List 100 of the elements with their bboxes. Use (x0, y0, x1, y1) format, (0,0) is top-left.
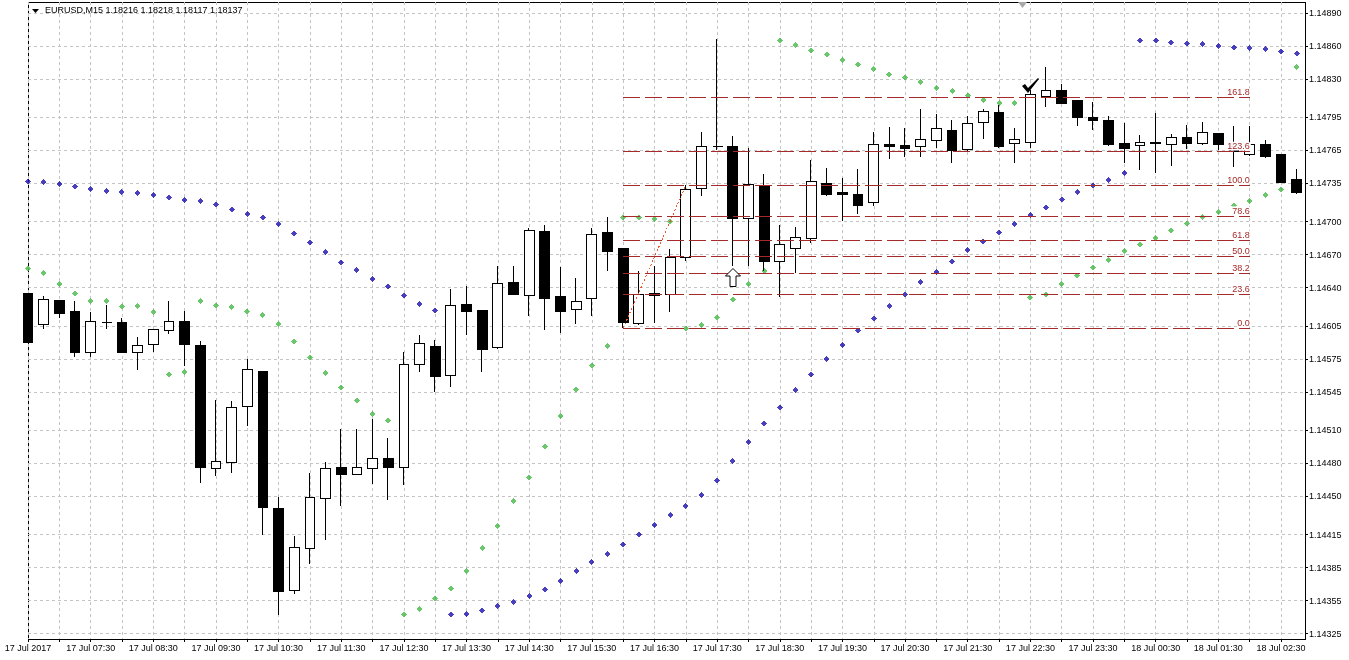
x-tick-label: 17 Jul 18:30 (755, 642, 805, 653)
series-label: 161.8 (1227, 87, 1250, 98)
candlestick (399, 351, 409, 486)
candlestick (524, 227, 535, 317)
candlestick (837, 177, 848, 222)
y-tick-label: 1.14890 (1309, 7, 1342, 18)
candlestick (1150, 112, 1161, 174)
series-label: 23.6 (1232, 283, 1250, 294)
y-tick-label: 1.14670 (1309, 249, 1342, 260)
candlestick (571, 277, 582, 325)
candlestick (367, 418, 378, 485)
x-tick-label: 18 Jul 00:30 (1131, 642, 1181, 653)
candlestick (1009, 127, 1020, 164)
candlestick (320, 461, 331, 541)
x-tick-label: 17 Jul 23:30 (1068, 642, 1118, 653)
candlestick (430, 339, 441, 393)
candlestick (900, 127, 910, 158)
candlestick (305, 472, 315, 565)
candlestick (1197, 121, 1208, 146)
candlestick (1182, 124, 1192, 150)
candlestick (947, 119, 957, 164)
series-label: 38.2 (1232, 262, 1250, 273)
candlestick (289, 535, 300, 595)
candlestick (1041, 66, 1051, 108)
y-tick-label: 1.14765 (1309, 145, 1342, 156)
candlestick (117, 317, 127, 353)
candlestick (790, 226, 801, 274)
x-tick-label: 17 Jul 13:30 (442, 642, 492, 653)
y-tick-label: 1.14605 (1309, 320, 1342, 331)
y-tick-label: 1.14860 (1309, 40, 1342, 51)
candlestick (211, 399, 221, 477)
x-tick-label: 17 Jul 19:30 (817, 642, 867, 653)
y-tick-label: 1.14735 (1309, 178, 1342, 189)
candlestick (54, 300, 65, 319)
x-tick-label: 18 Jul 01:30 (1193, 642, 1243, 653)
candlestick (586, 227, 597, 317)
candlestick (226, 400, 237, 474)
y-tick-label: 1.14450 (1309, 491, 1342, 502)
candlestick (1166, 133, 1177, 167)
y-tick-label: 1.14830 (1309, 73, 1342, 84)
y-tick-label: 1.14325 (1309, 628, 1342, 639)
candlestick (477, 310, 488, 373)
candlestick (1213, 133, 1224, 151)
candlestick (445, 288, 456, 388)
candlestick (539, 224, 550, 331)
x-tick-label: 17 Jul 2017 (4, 642, 52, 653)
x-tick-label: 17 Jul 12:30 (379, 642, 429, 653)
candlestick (242, 358, 253, 427)
candlestick (336, 428, 347, 507)
candlestick (743, 147, 754, 267)
candlestick (555, 266, 566, 334)
candlestick (1276, 153, 1286, 183)
candlestick (1072, 100, 1083, 127)
y-tick-label: 1.14795 (1309, 112, 1342, 123)
y-tick-label: 1.14355 (1309, 595, 1342, 606)
candlestick (680, 184, 691, 262)
x-tick-label: 17 Jul 14:30 (504, 642, 554, 653)
x-tick-label: 18 Jul 02:30 (1256, 642, 1306, 653)
series-label: 100.0 (1227, 174, 1250, 185)
candlestick (774, 224, 785, 298)
candlestick (665, 248, 676, 313)
x-tick-label: 17 Jul 08:30 (128, 642, 178, 653)
series-label: 61.8 (1232, 229, 1250, 240)
series-label: 0.0 (1237, 317, 1250, 328)
candlestick (164, 300, 174, 335)
y-tick-label: 1.14545 (1309, 386, 1342, 397)
x-tick-label: 17 Jul 09:30 (191, 642, 241, 653)
candlestick (1135, 134, 1145, 171)
candlestick (759, 173, 770, 272)
candlestick (915, 108, 926, 158)
candlestick (85, 311, 96, 358)
candlestick (258, 370, 268, 536)
candlestick (712, 38, 723, 151)
candlestick (179, 310, 190, 367)
x-tick-label: 17 Jul 17:30 (692, 642, 742, 653)
candlestick (1119, 122, 1130, 164)
candlestick (962, 115, 973, 152)
candlestick (195, 340, 206, 484)
candlestick (853, 168, 863, 215)
y-tick-label: 1.14385 (1309, 562, 1342, 573)
y-tick-label: 1.14575 (1309, 353, 1342, 364)
candlestick (132, 336, 143, 371)
candlestick (461, 285, 472, 336)
chart-title: EURUSD,M15 1.18216 1.18218 1.18117 1.18137 (45, 4, 243, 15)
candlestick (1291, 168, 1302, 195)
y-tick-label: 1.14415 (1309, 529, 1342, 540)
candlestick (148, 328, 159, 353)
candlestick (38, 295, 49, 330)
candlestick (383, 437, 394, 501)
x-tick-label: 17 Jul 22:30 (1005, 642, 1055, 653)
candlestick (1260, 139, 1271, 159)
x-tick-label: 17 Jul 07:30 (66, 642, 116, 653)
candlestick (273, 496, 284, 616)
candlestick (618, 247, 629, 329)
candlestick (602, 216, 613, 272)
candlestick (868, 131, 879, 207)
candlestick (1088, 101, 1098, 131)
candlestick (1103, 115, 1114, 147)
candlestick (821, 167, 832, 197)
y-tick-label: 1.14480 (1309, 458, 1342, 469)
